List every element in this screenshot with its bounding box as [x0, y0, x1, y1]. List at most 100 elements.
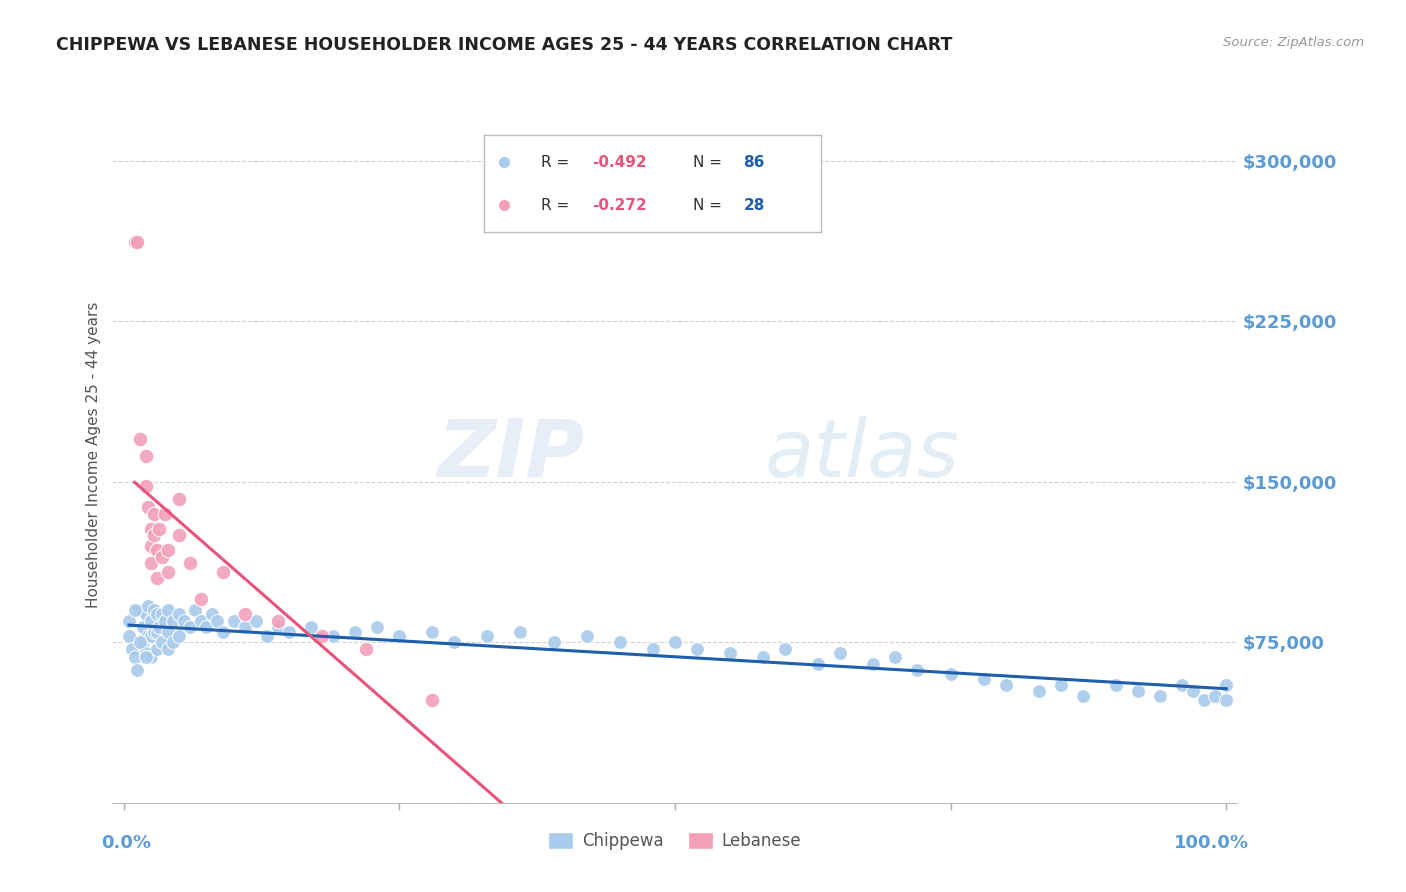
Point — [135, 449, 157, 463]
Point — [664, 635, 686, 649]
Point — [129, 432, 152, 446]
Point — [443, 635, 465, 649]
Point — [277, 624, 299, 639]
Point — [139, 556, 162, 570]
Point — [135, 479, 157, 493]
Point — [156, 543, 179, 558]
Point — [509, 624, 531, 639]
Point — [884, 650, 907, 665]
Point — [1050, 678, 1073, 692]
Point — [184, 603, 207, 617]
Point — [609, 635, 631, 649]
Point — [190, 592, 212, 607]
Point — [267, 614, 290, 628]
Point — [156, 565, 179, 579]
Point — [135, 607, 157, 622]
Point — [1192, 693, 1215, 707]
Text: 100.0%: 100.0% — [1174, 834, 1249, 852]
Point — [162, 614, 184, 628]
Point — [136, 599, 159, 613]
Point — [124, 603, 146, 617]
Point — [256, 629, 278, 643]
Point — [862, 657, 884, 671]
Text: Source: ZipAtlas.com: Source: ZipAtlas.com — [1223, 36, 1364, 49]
Point — [143, 624, 166, 639]
Point — [179, 556, 201, 570]
Point — [150, 549, 173, 564]
Point — [1149, 689, 1171, 703]
Point — [145, 543, 167, 558]
Point — [299, 620, 322, 634]
Point — [1071, 689, 1094, 703]
Point — [322, 629, 344, 643]
Point — [1028, 684, 1050, 698]
Point — [143, 603, 166, 617]
Point — [129, 635, 152, 649]
Point — [233, 607, 256, 622]
Point — [156, 641, 179, 656]
Point — [155, 614, 177, 628]
Point — [195, 620, 218, 634]
Text: CHIPPEWA VS LEBANESE HOUSEHOLDER INCOME AGES 25 - 44 YEARS CORRELATION CHART: CHIPPEWA VS LEBANESE HOUSEHOLDER INCOME … — [56, 36, 953, 54]
Point — [145, 607, 167, 622]
Point — [167, 629, 190, 643]
Point — [135, 650, 157, 665]
Point — [1182, 684, 1205, 698]
Point — [167, 491, 190, 506]
Point — [207, 614, 229, 628]
Point — [830, 646, 852, 660]
Point — [420, 693, 443, 707]
Point — [145, 624, 167, 639]
Point — [575, 629, 598, 643]
Point — [136, 500, 159, 515]
Point — [124, 650, 146, 665]
Point — [245, 614, 267, 628]
Point — [752, 650, 775, 665]
Point — [311, 629, 333, 643]
Point — [354, 641, 377, 656]
Point — [132, 635, 155, 649]
Point — [1215, 693, 1237, 707]
Point — [148, 522, 170, 536]
Point — [143, 507, 166, 521]
Point — [190, 614, 212, 628]
Point — [118, 614, 141, 628]
Point — [125, 235, 148, 249]
Point — [1126, 684, 1149, 698]
Point — [907, 663, 929, 677]
Point — [1105, 678, 1128, 692]
Point — [139, 539, 162, 553]
Point — [773, 641, 796, 656]
Point — [994, 678, 1017, 692]
Point — [179, 620, 201, 634]
Point — [173, 614, 195, 628]
Point — [139, 629, 162, 643]
Point — [145, 571, 167, 585]
Text: 0.0%: 0.0% — [101, 834, 152, 852]
Point — [162, 635, 184, 649]
Point — [139, 614, 162, 628]
Point — [1215, 678, 1237, 692]
Point — [211, 624, 233, 639]
Point — [156, 603, 179, 617]
Point — [125, 663, 148, 677]
Point — [136, 629, 159, 643]
Point — [156, 624, 179, 639]
Legend: Chippewa, Lebanese: Chippewa, Lebanese — [541, 826, 808, 857]
Point — [124, 235, 146, 249]
Point — [233, 620, 256, 634]
Point — [143, 528, 166, 542]
Point — [267, 620, 290, 634]
Point — [121, 641, 143, 656]
Point — [366, 620, 388, 634]
Point — [150, 607, 173, 622]
Point — [543, 635, 565, 649]
Point — [139, 522, 162, 536]
Text: ZIP: ZIP — [437, 416, 585, 494]
Point — [1204, 689, 1226, 703]
Point — [129, 603, 152, 617]
Point — [686, 641, 709, 656]
Point — [132, 620, 155, 634]
Point — [344, 624, 367, 639]
Text: atlas: atlas — [765, 416, 960, 494]
